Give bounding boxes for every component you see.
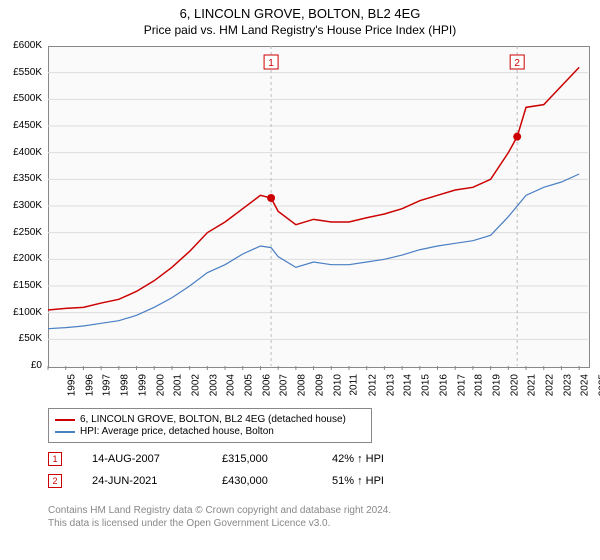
x-tick: 1995 bbox=[66, 374, 77, 396]
x-tick: 2022 bbox=[544, 374, 555, 396]
x-tick: 2011 bbox=[349, 374, 360, 396]
x-tick: 2000 bbox=[155, 374, 166, 396]
legend-row-hpi: HPI: Average price, detached house, Bolt… bbox=[55, 426, 365, 437]
x-tick: 2008 bbox=[296, 374, 307, 396]
footer-attribution: Contains HM Land Registry data © Crown c… bbox=[48, 504, 391, 530]
y-tick: £250K bbox=[0, 227, 42, 238]
sale-price: £430,000 bbox=[222, 475, 302, 487]
y-tick: £100K bbox=[0, 307, 42, 318]
y-tick: £200K bbox=[0, 253, 42, 264]
x-tick: 2003 bbox=[208, 374, 219, 396]
y-tick: £400K bbox=[0, 147, 42, 158]
footer-line1: Contains HM Land Registry data © Crown c… bbox=[48, 504, 391, 517]
legend-swatch-property bbox=[55, 419, 75, 421]
x-tick: 2015 bbox=[420, 374, 431, 396]
y-tick: £50K bbox=[0, 333, 42, 344]
x-tick: 1996 bbox=[84, 374, 95, 396]
sale-delta: 51% ↑ HPI bbox=[332, 475, 384, 487]
x-tick: 2001 bbox=[172, 374, 183, 396]
y-tick: £0 bbox=[0, 360, 42, 371]
sale-price: £315,000 bbox=[222, 453, 302, 465]
x-tick: 1997 bbox=[102, 374, 113, 396]
x-tick: 2006 bbox=[261, 374, 272, 396]
x-tick: 2020 bbox=[509, 374, 520, 396]
y-tick: £300K bbox=[0, 200, 42, 211]
legend-box: 6, LINCOLN GROVE, BOLTON, BL2 4EG (detac… bbox=[48, 408, 372, 443]
legend-label-property: 6, LINCOLN GROVE, BOLTON, BL2 4EG (detac… bbox=[80, 414, 346, 425]
svg-text:2: 2 bbox=[514, 58, 520, 69]
legend-row-property: 6, LINCOLN GROVE, BOLTON, BL2 4EG (detac… bbox=[55, 414, 365, 425]
x-tick: 2009 bbox=[314, 374, 325, 396]
x-tick: 2014 bbox=[403, 374, 414, 396]
y-tick: £350K bbox=[0, 173, 42, 184]
y-tick: £550K bbox=[0, 67, 42, 78]
x-tick: 2018 bbox=[473, 374, 484, 396]
x-tick: 2019 bbox=[491, 374, 502, 396]
y-tick: £450K bbox=[0, 120, 42, 131]
y-tick: £150K bbox=[0, 280, 42, 291]
x-tick: 2021 bbox=[527, 374, 538, 396]
svg-text:1: 1 bbox=[268, 58, 274, 69]
legend-label-hpi: HPI: Average price, detached house, Bolt… bbox=[80, 426, 274, 437]
sale-date: 14-AUG-2007 bbox=[92, 453, 192, 465]
x-tick: 2023 bbox=[562, 374, 573, 396]
legend-swatch-hpi bbox=[55, 431, 75, 433]
x-tick: 1999 bbox=[137, 374, 148, 396]
x-tick: 2013 bbox=[385, 374, 396, 396]
footer-line2: This data is licensed under the Open Gov… bbox=[48, 517, 391, 530]
x-tick: 2002 bbox=[190, 374, 201, 396]
sale-marker-box: 1 bbox=[48, 452, 62, 466]
sale-marker-box: 2 bbox=[48, 474, 62, 488]
sale-delta: 42% ↑ HPI bbox=[332, 453, 384, 465]
y-tick: £600K bbox=[0, 40, 42, 51]
chart-container: 6, LINCOLN GROVE, BOLTON, BL2 4EG Price … bbox=[0, 0, 600, 560]
sale-row: 1 14-AUG-2007 £315,000 42% ↑ HPI bbox=[48, 452, 384, 466]
x-tick: 2016 bbox=[438, 374, 449, 396]
sale-row: 2 24-JUN-2021 £430,000 51% ↑ HPI bbox=[48, 474, 384, 488]
y-tick: £500K bbox=[0, 93, 42, 104]
x-tick: 1998 bbox=[119, 374, 130, 396]
x-tick: 2010 bbox=[332, 374, 343, 396]
x-tick: 2005 bbox=[243, 374, 254, 396]
x-tick: 2007 bbox=[279, 374, 290, 396]
x-tick: 2024 bbox=[580, 374, 591, 396]
x-tick: 2017 bbox=[456, 374, 467, 396]
x-tick: 2004 bbox=[226, 374, 237, 396]
x-tick: 2012 bbox=[367, 374, 378, 396]
sale-date: 24-JUN-2021 bbox=[92, 475, 192, 487]
